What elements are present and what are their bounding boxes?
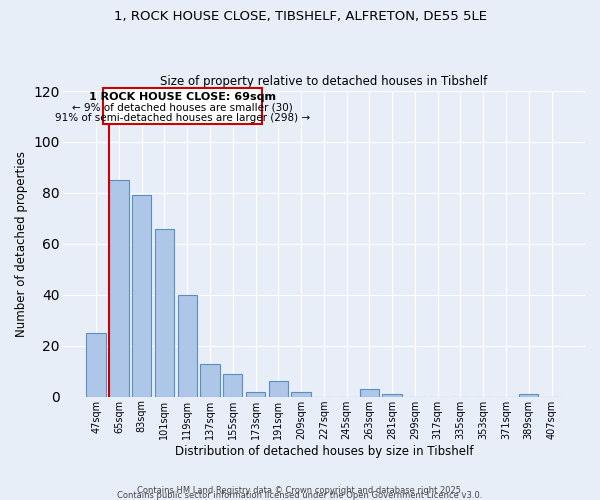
Y-axis label: Number of detached properties: Number of detached properties (15, 151, 28, 337)
Bar (382, 394, 402, 396)
Bar (109, 180, 128, 396)
Text: 1, ROCK HOUSE CLOSE, TIBSHELF, ALFRETON, DE55 5LE: 1, ROCK HOUSE CLOSE, TIBSHELF, ALFRETON,… (113, 10, 487, 23)
Bar (223, 374, 242, 396)
Bar (360, 389, 379, 396)
Text: 91% of semi-detached houses are larger (298) →: 91% of semi-detached houses are larger (… (55, 112, 310, 122)
Text: 1 ROCK HOUSE CLOSE: 69sqm: 1 ROCK HOUSE CLOSE: 69sqm (89, 92, 276, 102)
Bar (178, 295, 197, 396)
Bar (519, 394, 538, 396)
Text: Contains HM Land Registry data © Crown copyright and database right 2025.: Contains HM Land Registry data © Crown c… (137, 486, 463, 495)
Bar (246, 392, 265, 396)
FancyBboxPatch shape (103, 88, 262, 124)
Text: ← 9% of detached houses are smaller (30): ← 9% of detached houses are smaller (30) (72, 102, 293, 113)
Bar (200, 364, 220, 396)
X-axis label: Distribution of detached houses by size in Tibshelf: Distribution of detached houses by size … (175, 444, 473, 458)
Bar (155, 228, 174, 396)
Bar (292, 392, 311, 396)
Bar (269, 382, 288, 396)
Bar (132, 196, 151, 396)
Text: Contains public sector information licensed under the Open Government Licence v3: Contains public sector information licen… (118, 490, 482, 500)
Bar (86, 333, 106, 396)
Title: Size of property relative to detached houses in Tibshelf: Size of property relative to detached ho… (160, 76, 487, 88)
